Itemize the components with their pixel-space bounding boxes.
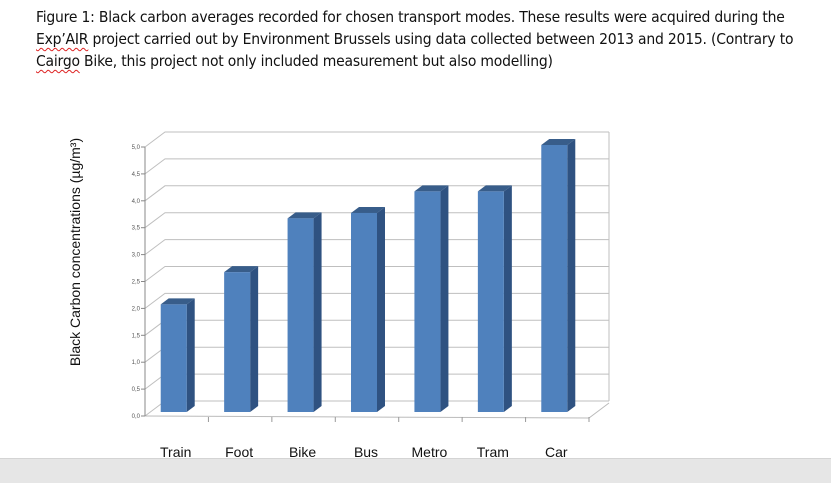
x-tick-label: Train [160, 444, 191, 460]
bar-train [160, 304, 187, 412]
x-tick-label: Metro [412, 444, 448, 460]
bar-top [541, 139, 576, 145]
bar-side [313, 212, 322, 412]
bar-top [477, 185, 512, 192]
bar-bus [351, 212, 377, 412]
y-tick-label: 0,0 [132, 414, 141, 420]
x-tick-label: Bike [289, 444, 316, 460]
spellcheck-word[interactable]: Exp’AIR [36, 30, 89, 48]
x-tick-label: Foot [225, 444, 253, 460]
gridline [144, 239, 609, 256]
gridline [144, 158, 609, 175]
y-tick-label: 1,0 [132, 360, 141, 366]
bar-foot [224, 272, 251, 412]
spellcheck-word[interactable]: Cairgo [36, 52, 80, 70]
bar-top [224, 266, 259, 273]
bar-side [440, 185, 449, 412]
caption-text: Bike, this project not only included mea… [79, 52, 553, 70]
y-tick-label: 1,5 [132, 333, 141, 339]
bar-top [287, 212, 322, 219]
bar-side [250, 266, 259, 412]
gridline [144, 292, 609, 309]
bar-side [377, 206, 385, 412]
bar-car [541, 145, 568, 412]
y-tick-label: 3,0 [132, 253, 141, 259]
caption-text: project carried out by Environment Bruss… [88, 30, 794, 48]
status-bar [0, 458, 831, 483]
bar-side [186, 298, 195, 412]
bar-top [351, 206, 385, 213]
y-axis-label: Black Carbon concentrations (µg/m³) [67, 137, 83, 367]
bar-tram [477, 191, 504, 412]
y-tick-label: 5,0 [132, 145, 141, 151]
bar-bike [287, 218, 314, 412]
y-tick-label: 2,5 [132, 280, 141, 286]
y-tick-label: 0,5 [132, 387, 141, 393]
caption-text: Figure 1: Black carbon averages recorded… [36, 8, 785, 26]
x-tick-label: Car [545, 444, 568, 460]
bar-side [503, 185, 512, 412]
x-tick-label: Bus [354, 444, 378, 460]
y-tick-label: 4,5 [132, 172, 141, 178]
bar-top [160, 298, 195, 305]
bar-metro [414, 191, 441, 412]
bar-top [414, 185, 449, 192]
y-tick-label: 2,0 [132, 306, 141, 312]
gridline [144, 266, 609, 282]
gridline [144, 185, 609, 202]
gridline [144, 131, 609, 148]
y-tick-label: 3,5 [132, 226, 141, 232]
y-tick-label: 4,0 [132, 199, 141, 205]
figure-caption: Figure 1: Black carbon averages recorded… [36, 6, 826, 72]
x-tick-label: Tram [477, 444, 509, 460]
bar-side [567, 139, 576, 412]
gridline [144, 212, 609, 229]
